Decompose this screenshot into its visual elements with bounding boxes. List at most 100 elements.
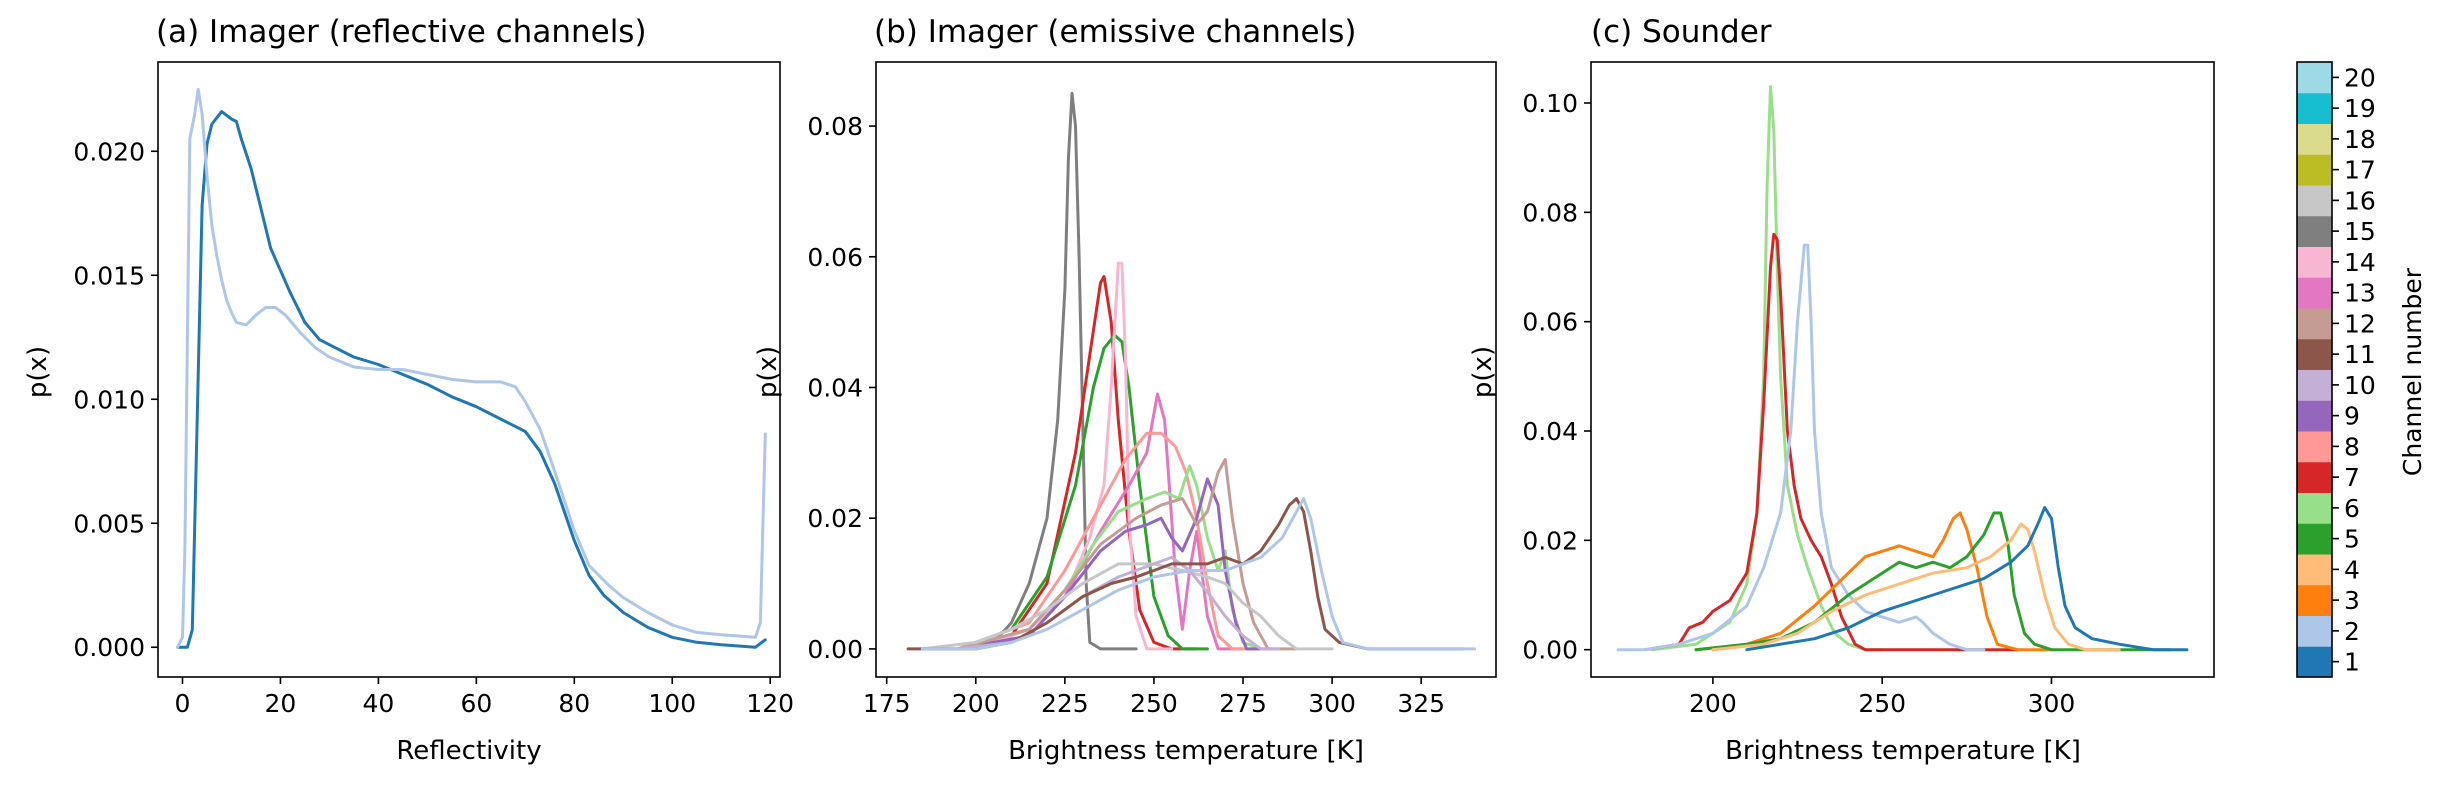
y-tick-label: 0.10 — [1522, 89, 1578, 118]
colorbar-tick-label: 17 — [2344, 156, 2376, 185]
x-tick-label: 175 — [863, 689, 911, 718]
panel-a-plot-area: 0 20 40 60 80 100 120 0.000 0.005 0.010 0.015 0.020 — [73, 61, 794, 718]
colorbar-segment-4 — [2297, 554, 2332, 586]
panel-a-ylabel: p(x) — [23, 346, 53, 398]
colorbar-tick-label: 11 — [2344, 340, 2376, 369]
y-tick-label: 0.005 — [73, 509, 145, 538]
series-line-ch2 — [920, 497, 1477, 651]
colorbar-segment-13 — [2297, 277, 2332, 309]
series-line-ch4 — [1711, 522, 2121, 652]
y-tick-label: 0.02 — [1522, 526, 1578, 555]
colorbar-segment-1 — [2297, 646, 2332, 678]
colorbar-tick-label: 2 — [2344, 617, 2360, 646]
y-tick-label: 0.08 — [1522, 198, 1578, 227]
x-tick-label: 225 — [1041, 689, 1089, 718]
series-line-ch6 — [1650, 85, 1884, 652]
series-line-ch16 — [920, 562, 1334, 651]
colorbar-segment-19 — [2297, 92, 2332, 124]
series-line-ch1 — [1745, 506, 2189, 652]
y-tick-label: 0.08 — [807, 112, 863, 141]
colorbar-tick-label: 6 — [2344, 494, 2360, 523]
panel-b-series-group — [906, 91, 1477, 651]
panel-c-series-group — [1616, 85, 2189, 652]
colorbar-tick-label: 5 — [2344, 525, 2360, 554]
colorbar-segment-2 — [2297, 615, 2332, 647]
colorbar-segment-3 — [2297, 584, 2332, 616]
panel-c-title: (c) Sounder — [1591, 14, 1772, 50]
series-line-ch11 — [906, 497, 1466, 651]
series-line-ch2 — [1616, 243, 1986, 652]
colorbar-tick-label: 4 — [2344, 555, 2360, 584]
x-tick-label: 300 — [2028, 689, 2076, 718]
panel-b-title: (b) Imager (emissive channels) — [874, 14, 1356, 50]
series-line-ch6 — [956, 464, 1263, 651]
series-line-ch5 — [956, 333, 1209, 651]
y-tick-label: 0.04 — [1522, 417, 1578, 446]
y-tick-label: 0.04 — [807, 373, 863, 402]
colorbar-frame — [2296, 61, 2333, 678]
panel-a: (a) Imager (reflective channels) 0 20 40 60… — [23, 14, 794, 766]
colorbar-tick-label: 3 — [2344, 586, 2360, 615]
x-tick-label: 200 — [952, 689, 1000, 718]
series-line-ch7 — [956, 274, 1199, 651]
colorbar-segment-16 — [2297, 185, 2332, 217]
colorbar-label: Channel number — [2398, 267, 2427, 476]
y-tick-label: 0.015 — [73, 261, 145, 290]
y-tick-label: 0.00 — [1522, 636, 1578, 665]
x-tick-label: 275 — [1219, 689, 1267, 718]
panel-b-ylabel: p(x) — [753, 346, 783, 398]
x-tick-label: 20 — [265, 689, 297, 718]
y-tick-label: 0.000 — [73, 633, 145, 662]
x-tick-label: 60 — [460, 689, 492, 718]
colorbar-segment-11 — [2297, 338, 2332, 370]
panel-a-title: (a) Imager (reflective channels) — [156, 14, 647, 50]
colorbar-tick-label: 19 — [2344, 94, 2376, 123]
colorbar-segment-10 — [2297, 369, 2332, 401]
series-line-ch15 — [956, 91, 1138, 651]
colorbar-segment-18 — [2297, 123, 2332, 155]
series-line-ch1 — [176, 110, 767, 649]
series-line-ch12 — [956, 457, 1298, 651]
panel-b: (b) Imager (emissive channels) 175 200 225… — [753, 14, 1497, 766]
colorbar-segment-5 — [2297, 523, 2332, 555]
colorbar-tick-label: 20 — [2344, 63, 2376, 92]
y-tick-label: 0.06 — [807, 243, 863, 272]
colorbar-tick-label: 12 — [2344, 309, 2376, 338]
colorbar-tick-label: 9 — [2344, 402, 2360, 431]
panel-b-xlabel: Brightness temperature [K] — [1008, 736, 1364, 766]
colorbar-segment-9 — [2297, 400, 2332, 432]
panel-c-plot-area: 200 250 300 0.00 0.02 0.04 0.06 0.08 0.10 — [1522, 61, 2215, 718]
x-tick-label: 325 — [1397, 689, 1445, 718]
colorbar-segment-14 — [2297, 246, 2332, 278]
panel-b-axes-frame — [875, 61, 1497, 678]
colorbar-segment-17 — [2297, 154, 2332, 186]
colorbar-tick-label: 14 — [2344, 248, 2376, 277]
x-tick-label: 80 — [558, 689, 590, 718]
series-line-ch7 — [1643, 232, 2020, 652]
colorbar-segment-7 — [2297, 461, 2332, 493]
panel-a-xlabel: Reflectivity — [396, 736, 541, 766]
x-tick-label: 200 — [1689, 689, 1737, 718]
y-tick-label: 0.02 — [807, 504, 863, 533]
x-tick-label: 300 — [1308, 689, 1356, 718]
x-tick-label: 100 — [648, 689, 696, 718]
x-tick-label: 250 — [1858, 689, 1906, 718]
series-line-ch3 — [1694, 511, 2053, 652]
colorbar-tick-label: 8 — [2344, 432, 2360, 461]
panel-a-axes-frame — [157, 61, 781, 678]
colorbar-segment-15 — [2297, 215, 2332, 247]
series-line-ch9 — [956, 477, 1273, 651]
panel-a-series-group — [176, 87, 767, 649]
x-tick-label: 120 — [746, 689, 794, 718]
colorbar-segment-20 — [2297, 62, 2332, 94]
colorbar-tick-label: 16 — [2344, 186, 2376, 215]
colorbar-segment-8 — [2297, 431, 2332, 463]
x-tick-label: 40 — [362, 689, 394, 718]
y-tick-label: 0.010 — [73, 385, 145, 414]
y-tick-label: 0.020 — [73, 137, 145, 166]
colorbar-tick-label: 10 — [2344, 371, 2376, 400]
x-tick-label: 0 — [175, 689, 191, 718]
